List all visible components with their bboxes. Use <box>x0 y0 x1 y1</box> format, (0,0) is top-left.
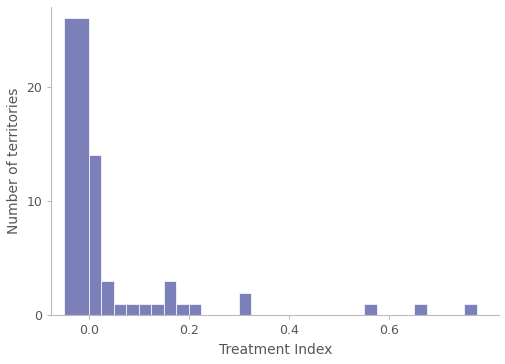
Bar <box>101 281 114 316</box>
X-axis label: Treatment Index: Treatment Index <box>218 343 331 357</box>
Bar <box>176 304 188 316</box>
Bar <box>89 155 101 316</box>
Bar <box>139 304 151 316</box>
Bar <box>114 304 126 316</box>
Bar <box>151 304 164 316</box>
Bar <box>363 304 376 316</box>
Bar <box>64 18 89 316</box>
Bar <box>126 304 139 316</box>
Bar <box>164 281 176 316</box>
Y-axis label: Number of territories: Number of territories <box>7 88 21 234</box>
Bar <box>463 304 476 316</box>
Bar <box>188 304 201 316</box>
Bar <box>413 304 426 316</box>
Bar <box>238 293 251 316</box>
